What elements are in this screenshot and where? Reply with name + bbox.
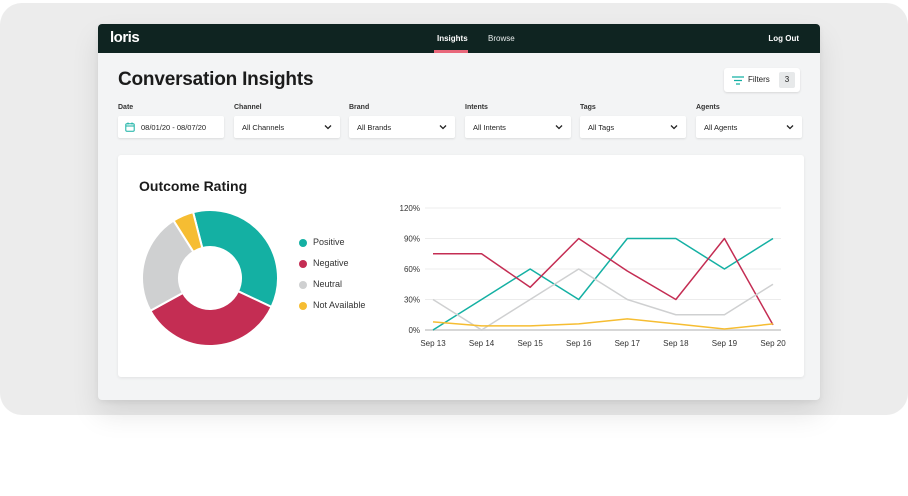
date-range-picker[interactable]: 08/01/20 - 08/07/20: [118, 116, 224, 138]
intents-value: All Intents: [473, 123, 506, 132]
x-tick-label: Sep 16: [566, 339, 592, 348]
intents-filter-label: Intents: [465, 104, 488, 111]
legend-dot-not-available: [299, 302, 307, 310]
chevron-down-icon: [670, 125, 678, 130]
app-logo[interactable]: loris: [110, 29, 140, 46]
legend-dot-neutral: [299, 281, 307, 289]
chevron-down-icon: [786, 125, 794, 130]
legend-label: Positive: [313, 237, 345, 247]
chevron-down-icon: [555, 125, 563, 130]
nav-browse[interactable]: Browse: [488, 34, 515, 43]
outcome-line-chart: 0% 30% 60% 90% 120% Sep 13 Sep 14 Sep 15 Sep 16 S…: [400, 204, 787, 348]
y-tick-label: 90%: [404, 235, 420, 244]
legend-dot-positive: [299, 239, 307, 247]
calendar-icon: [125, 122, 135, 132]
brand-value: All Brands: [357, 123, 392, 132]
y-tick-label: 120%: [400, 204, 420, 213]
filters-count-badge: 3: [779, 72, 795, 88]
tags-filter-label: Tags: [580, 104, 596, 111]
tags-filter: Tags All Tags: [580, 104, 686, 138]
chevron-down-icon: [324, 125, 332, 130]
date-filter: Date 08/01/20 - 08/07/20: [118, 104, 224, 138]
tags-select[interactable]: All Tags: [580, 116, 686, 138]
donut-slice-positive: [191, 209, 279, 309]
logout-link[interactable]: Log Out: [768, 34, 799, 43]
nav-active-indicator: [434, 50, 468, 53]
channel-select[interactable]: All Channels: [234, 116, 340, 138]
outcome-rating-card: Outcome Rating Positive Negative Neutral…: [118, 155, 804, 377]
x-tick-label: Sep 14: [469, 339, 495, 348]
tags-value: All Tags: [588, 123, 615, 132]
outcome-donut-chart: [141, 209, 279, 347]
legend-label: Negative: [313, 258, 349, 268]
series-line-negative: [433, 237, 774, 326]
channel-filter-label: Channel: [234, 104, 262, 111]
x-tick-label: Sep 19: [712, 339, 738, 348]
series-line-positive: [432, 237, 774, 331]
app-window: loris Insights Browse Log Out Conversati…: [98, 24, 820, 400]
channel-value: All Channels: [242, 123, 285, 132]
brand-filter: Brand All Brands: [349, 104, 455, 138]
brand-filter-label: Brand: [349, 104, 370, 111]
legend-label: Not Available: [313, 300, 366, 310]
series-line-neutral: [432, 268, 774, 331]
legend-dot-negative: [299, 260, 307, 268]
nav-insights[interactable]: Insights: [437, 34, 468, 43]
page-title: Conversation Insights: [118, 69, 314, 90]
x-tick-label: Sep 15: [517, 339, 543, 348]
chevron-down-icon: [439, 125, 447, 130]
series-line-not-available: [432, 318, 774, 330]
donut-slice-negative: [149, 289, 273, 347]
filter-icon: [732, 76, 744, 85]
brand-select[interactable]: All Brands: [349, 116, 455, 138]
intents-filter: Intents All Intents: [465, 104, 571, 138]
filters-button[interactable]: Filters 3: [724, 68, 800, 92]
intents-select[interactable]: All Intents: [465, 116, 571, 138]
legend-label: Neutral: [313, 279, 343, 289]
date-range-value: 08/01/20 - 08/07/20: [141, 123, 207, 132]
agents-filter-label: Agents: [696, 104, 720, 111]
agents-filter: Agents All Agents: [696, 104, 802, 138]
x-tick-label: Sep 18: [663, 339, 689, 348]
y-tick-label: 60%: [404, 265, 420, 274]
date-filter-label: Date: [118, 104, 134, 111]
filters-label: Filters: [748, 75, 770, 84]
top-navbar: loris Insights Browse Log Out: [98, 24, 820, 53]
agents-value: All Agents: [704, 123, 738, 132]
x-tick-label: Sep 13: [420, 339, 446, 348]
x-tick-label: Sep 17: [615, 339, 641, 348]
y-tick-label: 30%: [404, 296, 420, 305]
agents-select[interactable]: All Agents: [696, 116, 802, 138]
y-tick-label: 0%: [408, 326, 420, 335]
donut-slice-not-available: [172, 210, 204, 254]
card-title: Outcome Rating: [139, 178, 248, 194]
channel-filter: Channel All Channels: [234, 104, 340, 138]
x-tick-label: Sep 20: [760, 339, 786, 348]
